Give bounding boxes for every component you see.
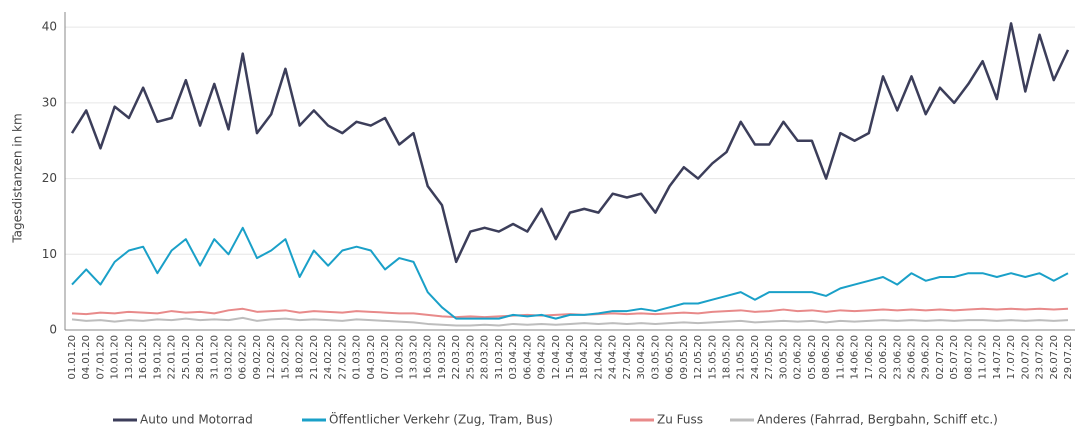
x-tick-label: 07.03.20 bbox=[380, 335, 391, 380]
x-tick-label: 05.07.20 bbox=[949, 335, 960, 380]
x-tick-label: 09.04.20 bbox=[537, 335, 548, 380]
x-tick-label: 05.06.20 bbox=[807, 335, 818, 380]
x-tick-label: 23.06.20 bbox=[892, 335, 903, 380]
series-line bbox=[70, 22, 1070, 264]
x-tick-label: 21.05.20 bbox=[736, 335, 747, 380]
x-tick-label: 30.04.20 bbox=[636, 335, 647, 380]
x-tick-label: 22.03.20 bbox=[451, 335, 462, 380]
x-tick-label: 18.02.20 bbox=[295, 335, 306, 380]
x-tick-label: 19.01.20 bbox=[152, 335, 163, 380]
y-tick-label: 0 bbox=[49, 323, 57, 337]
x-tick-label: 28.01.20 bbox=[195, 335, 206, 380]
legend-label: Anderes (Fahrrad, Bergbahn, Schiff etc.) bbox=[757, 413, 998, 427]
x-tick-label: 12.05.20 bbox=[693, 335, 704, 380]
x-tick-label: 27.05.20 bbox=[764, 335, 775, 380]
x-tick-label: 14.06.20 bbox=[850, 335, 861, 380]
x-tick-label: 06.05.20 bbox=[665, 335, 676, 380]
x-tick-label: 04.03.20 bbox=[366, 335, 377, 380]
x-tick-label: 11.07.20 bbox=[978, 335, 989, 380]
x-tick-label: 13.01.20 bbox=[124, 335, 135, 380]
x-tick-label: 18.04.20 bbox=[579, 335, 590, 380]
x-tick-label: 24.04.20 bbox=[608, 335, 619, 380]
x-tick-label: 26.07.20 bbox=[1049, 335, 1060, 380]
x-tick-label: 10.03.20 bbox=[394, 335, 405, 380]
x-tick-label: 14.07.20 bbox=[992, 335, 1003, 380]
x-tick-label: 09.05.20 bbox=[679, 335, 690, 380]
x-tick-label: 29.07.20 bbox=[1063, 335, 1074, 380]
x-tick-label: 01.01.20 bbox=[67, 335, 78, 380]
x-tick-label: 16.01.20 bbox=[138, 335, 149, 380]
legend-label: Zu Fuss bbox=[657, 413, 703, 427]
x-tick-label: 24.02.20 bbox=[323, 335, 334, 380]
x-tick-label: 27.02.20 bbox=[337, 335, 348, 380]
x-tick-label: 31.03.20 bbox=[494, 335, 505, 380]
x-tick-label: 25.01.20 bbox=[181, 335, 192, 380]
x-tick-label: 09.02.20 bbox=[252, 335, 263, 380]
x-tick-label: 04.01.20 bbox=[81, 335, 92, 380]
x-tick-label: 03.02.20 bbox=[224, 335, 235, 380]
x-tick-label: 30.05.20 bbox=[778, 335, 789, 380]
x-tick-label: 20.06.20 bbox=[878, 335, 889, 380]
x-tick-label: 19.03.20 bbox=[437, 335, 448, 380]
y-axis-label: Tagesdistanzen in km bbox=[11, 113, 25, 243]
x-tick-label: 29.06.20 bbox=[921, 335, 932, 380]
x-tick-label: 21.04.20 bbox=[593, 335, 604, 380]
y-tick-label: 30 bbox=[42, 95, 57, 109]
x-tick-label: 10.01.20 bbox=[110, 335, 121, 380]
x-tick-label: 17.07.20 bbox=[1006, 335, 1017, 380]
x-tick-label: 08.06.20 bbox=[821, 335, 832, 380]
x-tick-label: 23.07.20 bbox=[1035, 335, 1046, 380]
x-tick-label: 17.06.20 bbox=[864, 335, 875, 380]
x-tick-label: 28.03.20 bbox=[480, 335, 491, 380]
x-tick-label: 06.02.20 bbox=[238, 335, 249, 380]
x-tick-label: 13.03.20 bbox=[408, 335, 419, 380]
x-tick-label: 15.04.20 bbox=[565, 335, 576, 380]
x-tick-label: 26.06.20 bbox=[906, 335, 917, 380]
x-tick-label: 21.02.20 bbox=[309, 335, 320, 380]
series-line bbox=[71, 226, 1069, 320]
legend-label: Auto und Motorrad bbox=[140, 413, 253, 427]
x-tick-label: 03.05.20 bbox=[650, 335, 661, 380]
x-tick-label: 15.05.20 bbox=[707, 335, 718, 380]
x-tick-label: 24.05.20 bbox=[750, 335, 761, 380]
x-tick-label: 16.03.20 bbox=[423, 335, 434, 380]
x-tick-label: 15.02.20 bbox=[280, 335, 291, 380]
x-tick-label: 11.06.20 bbox=[835, 335, 846, 380]
x-tick-label: 12.04.20 bbox=[551, 335, 562, 380]
x-tick-label: 07.01.20 bbox=[95, 335, 106, 380]
x-tick-label: 22.01.20 bbox=[167, 335, 178, 380]
x-tick-label: 27.04.20 bbox=[622, 335, 633, 380]
x-tick-label: 12.02.20 bbox=[266, 335, 277, 380]
x-tick-label: 31.01.20 bbox=[209, 335, 220, 380]
y-tick-label: 40 bbox=[42, 20, 57, 34]
x-tick-label: 25.03.20 bbox=[465, 335, 476, 380]
x-tick-label: 20.07.20 bbox=[1020, 335, 1031, 380]
x-tick-label: 01.03.20 bbox=[352, 335, 363, 380]
x-tick-label: 02.07.20 bbox=[935, 335, 946, 380]
x-tick-label: 06.04.20 bbox=[522, 335, 533, 380]
y-tick-label: 20 bbox=[42, 171, 57, 185]
x-tick-label: 08.07.20 bbox=[963, 335, 974, 380]
series-line bbox=[71, 316, 1069, 327]
legend-label: Öffentlicher Verkehr (Zug, Tram, Bus) bbox=[329, 411, 553, 427]
y-tick-label: 10 bbox=[42, 247, 57, 261]
x-tick-label: 03.04.20 bbox=[508, 335, 519, 380]
x-tick-label: 02.06.20 bbox=[793, 335, 804, 380]
x-tick-label: 18.05.20 bbox=[722, 335, 733, 380]
